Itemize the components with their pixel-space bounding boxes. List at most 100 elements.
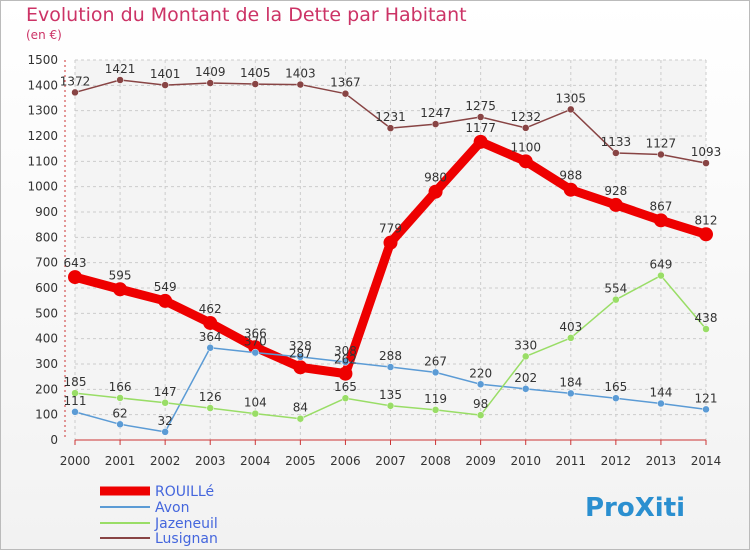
data-point	[431, 406, 440, 414]
data-point	[612, 295, 620, 304]
data-label: 1093	[691, 145, 722, 159]
legend-label: Lusignan	[155, 531, 218, 547]
data-point	[251, 409, 260, 418]
data-point	[341, 358, 350, 366]
data-point	[113, 282, 128, 297]
data-label: 1133	[601, 135, 632, 149]
x-tick-label: 2006	[330, 454, 361, 468]
data-point	[338, 366, 353, 381]
y-tick-label: 0	[50, 433, 58, 447]
data-label: 1177	[465, 121, 496, 135]
data-label: 928	[604, 184, 627, 198]
data-label: 165	[334, 380, 357, 394]
data-point	[386, 402, 395, 410]
data-point	[567, 105, 575, 114]
data-point	[473, 134, 488, 149]
data-label: 308	[334, 344, 357, 358]
x-tick-label: 2013	[646, 454, 677, 468]
data-label: 1275	[465, 99, 496, 113]
data-point	[521, 385, 530, 393]
data-point	[203, 315, 218, 330]
proxiti-logo: ProXiti	[585, 493, 685, 523]
data-point	[702, 159, 710, 167]
data-label: 1232	[510, 110, 541, 124]
data-label: 1247	[420, 106, 451, 120]
x-tick-label: 2004	[240, 454, 271, 468]
data-label: 135	[379, 388, 402, 402]
y-tick-label: 1500	[27, 53, 58, 67]
data-label: 549	[154, 280, 177, 294]
data-label: 364	[199, 330, 222, 344]
data-label: 32	[158, 414, 173, 428]
data-point	[653, 213, 668, 228]
data-label: 1409	[195, 65, 226, 79]
y-tick-label: 400	[35, 332, 58, 346]
data-label: 980	[424, 171, 447, 185]
y-tick-label: 1100	[27, 154, 58, 168]
y-tick-label: 200	[35, 382, 58, 396]
data-point	[116, 76, 124, 84]
x-tick-label: 2003	[195, 454, 226, 468]
legend-label: Avon	[155, 500, 189, 516]
x-tick-label: 2007	[375, 454, 406, 468]
data-label: 220	[469, 366, 492, 380]
data-point	[116, 420, 124, 429]
data-point	[608, 197, 623, 212]
y-tick-label: 1200	[27, 129, 58, 143]
y-tick-label: 600	[35, 281, 58, 295]
data-label: 1231	[375, 110, 406, 124]
data-point	[206, 404, 214, 412]
x-tick-label: 2001	[105, 454, 136, 468]
data-point	[428, 184, 443, 199]
x-tick-label: 2010	[510, 454, 541, 468]
data-point	[251, 348, 260, 357]
data-label: 812	[695, 213, 718, 227]
data-point	[341, 89, 350, 98]
data-label: 98	[473, 397, 488, 411]
y-tick-label: 700	[35, 256, 58, 270]
data-label: 1401	[150, 67, 181, 81]
legend-label: Jazeneuil	[154, 516, 218, 532]
x-tick-label: 2000	[60, 454, 91, 468]
y-tick-label: 500	[35, 306, 58, 320]
data-label: 62	[112, 406, 127, 420]
y-tick-label: 1000	[27, 180, 58, 194]
y-tick-label: 300	[35, 357, 58, 371]
data-label: 330	[514, 338, 537, 352]
y-tick-label: 1300	[27, 104, 58, 118]
data-point	[158, 293, 173, 308]
x-tick-label: 2002	[150, 454, 181, 468]
data-label: 1127	[646, 136, 677, 150]
data-point	[521, 352, 530, 361]
x-tick-label: 2012	[601, 454, 632, 468]
data-point	[563, 182, 578, 197]
data-label: 403	[559, 320, 582, 334]
data-point	[386, 124, 395, 132]
data-point	[341, 394, 350, 402]
data-point	[386, 363, 395, 371]
data-point	[116, 394, 124, 402]
data-label: 166	[109, 380, 132, 394]
data-label: 1305	[556, 91, 587, 105]
data-label: 1367	[330, 76, 361, 90]
data-point	[293, 360, 308, 375]
data-label: 1100	[510, 140, 541, 154]
data-label: 1372	[60, 74, 91, 88]
data-label: 288	[379, 349, 402, 363]
chart-title: Evolution du Montant de la Dette par Hab…	[26, 4, 467, 26]
data-label: 165	[604, 380, 627, 394]
data-point	[476, 411, 485, 419]
data-label: 1421	[105, 62, 136, 76]
data-point	[296, 80, 305, 89]
data-point	[248, 340, 263, 355]
data-point	[521, 124, 530, 132]
data-point	[161, 81, 169, 89]
data-point	[699, 227, 713, 242]
data-label: 779	[379, 222, 402, 236]
data-label: 462	[199, 302, 222, 316]
data-label: 185	[64, 375, 87, 389]
data-point	[657, 399, 665, 408]
y-tick-label: 900	[35, 205, 58, 219]
x-tick-label: 2009	[465, 454, 496, 468]
